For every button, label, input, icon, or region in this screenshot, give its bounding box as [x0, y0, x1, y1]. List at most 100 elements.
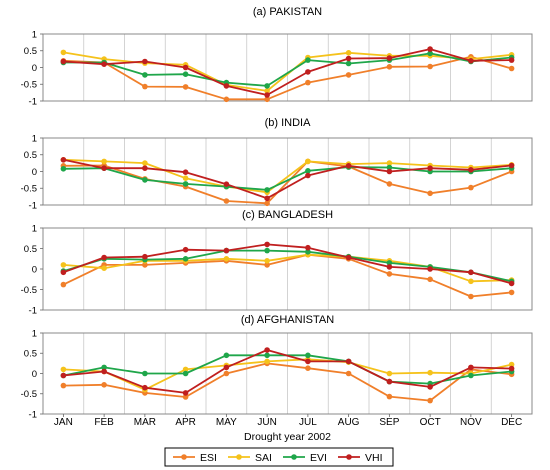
- data-point-evi: [182, 370, 189, 377]
- x-tick-label: SEP: [379, 417, 399, 428]
- panel-title: (d) AFGHANISTAN: [241, 314, 334, 326]
- data-point-vhi: [60, 372, 67, 379]
- series-line-evi: [63, 52, 512, 87]
- data-point-sai: [264, 88, 270, 94]
- data-point-vhi: [386, 264, 393, 270]
- data-point-vhi: [345, 55, 352, 62]
- data-point-sai: [468, 278, 474, 285]
- data-point-esi: [223, 96, 230, 103]
- data-point-evi: [305, 352, 311, 359]
- panel-title: (c) BANGLADESH: [242, 209, 333, 221]
- data-point-evi: [264, 83, 270, 89]
- data-point-vhi: [223, 364, 230, 371]
- data-point-vhi: [508, 280, 515, 287]
- data-point-sai: [223, 255, 230, 262]
- panel-title: (b) INDIA: [265, 117, 312, 129]
- data-point-evi: [223, 352, 230, 359]
- series-line-esi: [63, 362, 512, 402]
- data-point-sai: [386, 370, 393, 377]
- y-tick-label: 1: [32, 133, 37, 144]
- legend-marker-evi: [291, 454, 297, 460]
- legend-label: ESI: [200, 452, 217, 464]
- data-point-evi: [386, 260, 393, 266]
- data-point-vhi: [101, 368, 107, 375]
- data-point-sai: [60, 49, 67, 56]
- data-point-vhi: [264, 241, 270, 248]
- data-point-vhi: [142, 253, 148, 260]
- data-point-evi: [264, 352, 270, 359]
- y-tick-label: 1: [32, 223, 37, 234]
- data-point-sai: [386, 160, 393, 166]
- y-tick-label: -1: [29, 305, 37, 316]
- data-point-vhi: [60, 58, 67, 65]
- x-tick-label: OCT: [420, 417, 441, 428]
- data-point-vhi: [182, 246, 189, 253]
- y-tick-label: -0.5: [21, 389, 37, 400]
- data-point-evi: [264, 247, 270, 254]
- data-point-vhi: [508, 57, 515, 63]
- data-point-vhi: [101, 254, 107, 261]
- data-point-vhi: [427, 46, 433, 52]
- data-point-esi: [427, 63, 433, 70]
- x-tick-label: JUL: [299, 417, 317, 428]
- series-line-evi: [63, 166, 512, 191]
- data-point-esi: [264, 200, 270, 207]
- x-tick-label: NOV: [460, 417, 482, 428]
- series-line-evi: [63, 249, 512, 283]
- y-tick-label: 0: [32, 264, 37, 275]
- y-tick-label: 0: [32, 63, 37, 74]
- data-point-vhi: [264, 92, 270, 98]
- data-point-vhi: [508, 162, 515, 169]
- y-tick-label: -0.5: [21, 80, 37, 91]
- data-point-esi: [142, 262, 148, 268]
- data-point-esi: [264, 96, 270, 103]
- data-point-vhi: [386, 55, 393, 61]
- data-point-sai: [101, 265, 107, 272]
- data-point-evi: [182, 181, 189, 187]
- data-point-vhi: [427, 384, 433, 390]
- data-point-esi: [427, 276, 433, 283]
- panel-title: (a) PAKISTAN: [253, 6, 322, 18]
- legend-label: SAI: [255, 452, 272, 464]
- data-point-evi: [468, 372, 474, 379]
- data-point-esi: [305, 365, 311, 372]
- data-point-esi: [386, 181, 393, 187]
- x-tick-label: JUN: [257, 417, 276, 428]
- data-point-esi: [345, 370, 352, 377]
- data-point-evi: [182, 71, 189, 77]
- data-point-vhi: [182, 64, 189, 71]
- y-tick-label: 0.5: [24, 244, 37, 255]
- data-point-esi: [386, 64, 393, 70]
- y-tick-label: -0.5: [21, 285, 37, 296]
- y-tick-label: 0.5: [24, 349, 37, 360]
- x-tick-label: MAR: [134, 417, 156, 428]
- data-point-esi: [386, 393, 393, 400]
- data-point-esi: [508, 65, 515, 72]
- data-point-vhi: [182, 169, 189, 175]
- data-point-vhi: [305, 172, 311, 179]
- x-tick-label: MAY: [216, 417, 237, 428]
- y-tick-label: 1: [32, 29, 37, 40]
- data-point-esi: [427, 190, 433, 197]
- legend-label: EVI: [310, 452, 327, 464]
- legend-marker-esi: [181, 454, 187, 460]
- y-tick-label: 0: [32, 369, 37, 380]
- data-point-sai: [345, 50, 352, 56]
- series-line-sai: [63, 358, 512, 391]
- data-point-vhi: [182, 390, 189, 396]
- data-point-esi: [386, 271, 393, 277]
- data-point-vhi: [468, 269, 474, 276]
- data-point-vhi: [468, 167, 474, 173]
- series-line-sai: [63, 158, 512, 194]
- data-point-esi: [427, 397, 433, 404]
- x-tick-label: FEB: [94, 417, 114, 428]
- data-point-vhi: [345, 254, 352, 261]
- data-point-sai: [508, 361, 515, 368]
- y-tick-label: -1: [29, 200, 37, 211]
- legend-label: VHI: [365, 452, 383, 464]
- data-point-vhi: [305, 69, 311, 75]
- data-point-vhi: [142, 58, 148, 65]
- data-point-sai: [182, 366, 189, 373]
- x-tick-label: JAN: [54, 417, 73, 428]
